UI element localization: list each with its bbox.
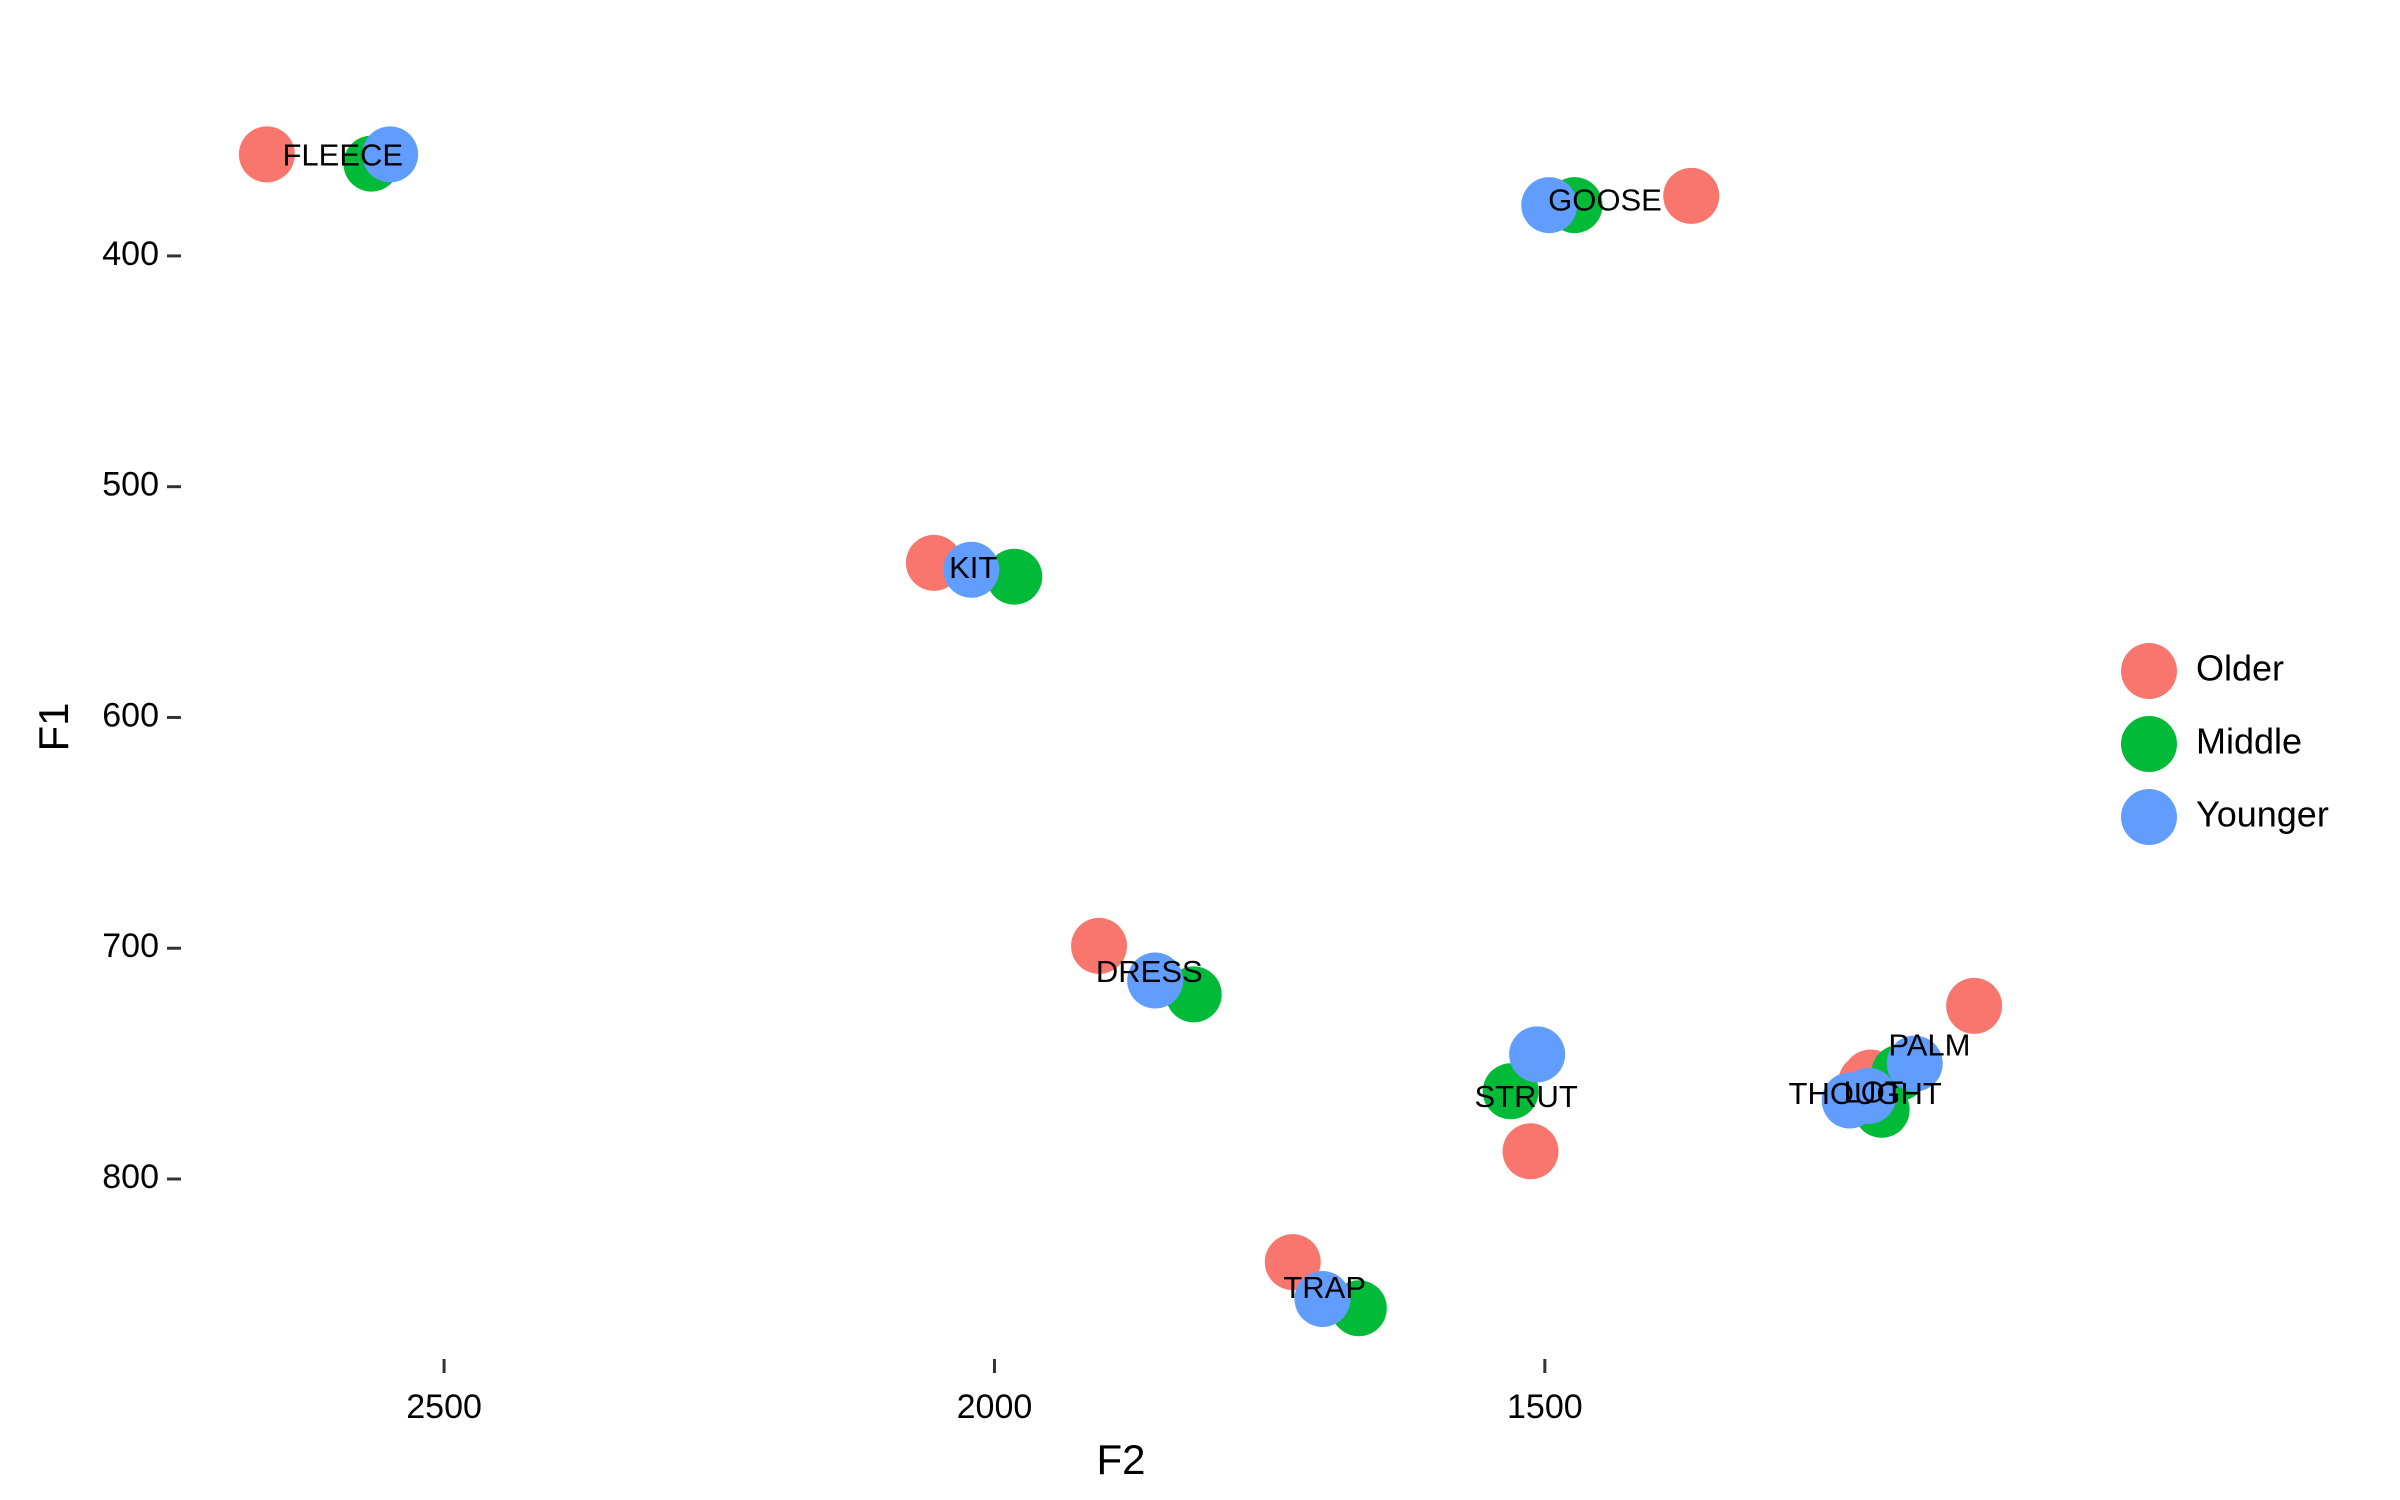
y-tick-label: 700 — [102, 927, 159, 965]
point — [986, 548, 1043, 605]
point-label: DRESS — [1096, 954, 1203, 989]
legend-key — [2121, 789, 2177, 845]
legend-key — [2121, 716, 2177, 772]
x-tick-label: 2500 — [406, 1388, 482, 1426]
point — [1071, 917, 1128, 974]
point — [1946, 977, 2003, 1034]
point — [1521, 177, 1578, 234]
y-axis-title: F1 — [30, 702, 77, 751]
y-tick-label: 800 — [102, 1158, 159, 1196]
x-tick-label: 2000 — [957, 1388, 1033, 1426]
point — [1840, 1067, 1897, 1124]
point — [362, 126, 419, 183]
point — [943, 541, 1000, 598]
legend-key — [2121, 643, 2177, 699]
legend-label: Younger — [2196, 794, 2329, 835]
point-label: THOUGHT — [1789, 1076, 1942, 1111]
point — [1294, 1271, 1351, 1327]
x-axis-title: F2 — [1096, 1436, 1145, 1483]
legend-label: Older — [2196, 648, 2284, 689]
point — [1886, 1035, 1943, 1092]
legend-label: Middle — [2196, 721, 2302, 762]
point-label: FLEECE — [283, 138, 404, 173]
y-tick-label: 500 — [102, 466, 159, 504]
x-tick-label: 1500 — [1507, 1388, 1583, 1426]
point — [1127, 952, 1184, 1009]
point-label: LOT — [1843, 1075, 1903, 1110]
point — [1509, 1026, 1566, 1083]
y-tick-label: 600 — [102, 696, 159, 734]
point-label: KIT — [949, 550, 997, 585]
point-label: PALM — [1888, 1028, 1970, 1063]
point-label: STRUT — [1474, 1079, 1577, 1114]
y-tick-label: 400 — [102, 235, 159, 273]
point — [238, 126, 295, 183]
point-label: TRAP — [1283, 1270, 1366, 1305]
point — [1502, 1123, 1559, 1180]
point — [1663, 167, 1720, 224]
point-label: GOOSE — [1548, 182, 1662, 217]
